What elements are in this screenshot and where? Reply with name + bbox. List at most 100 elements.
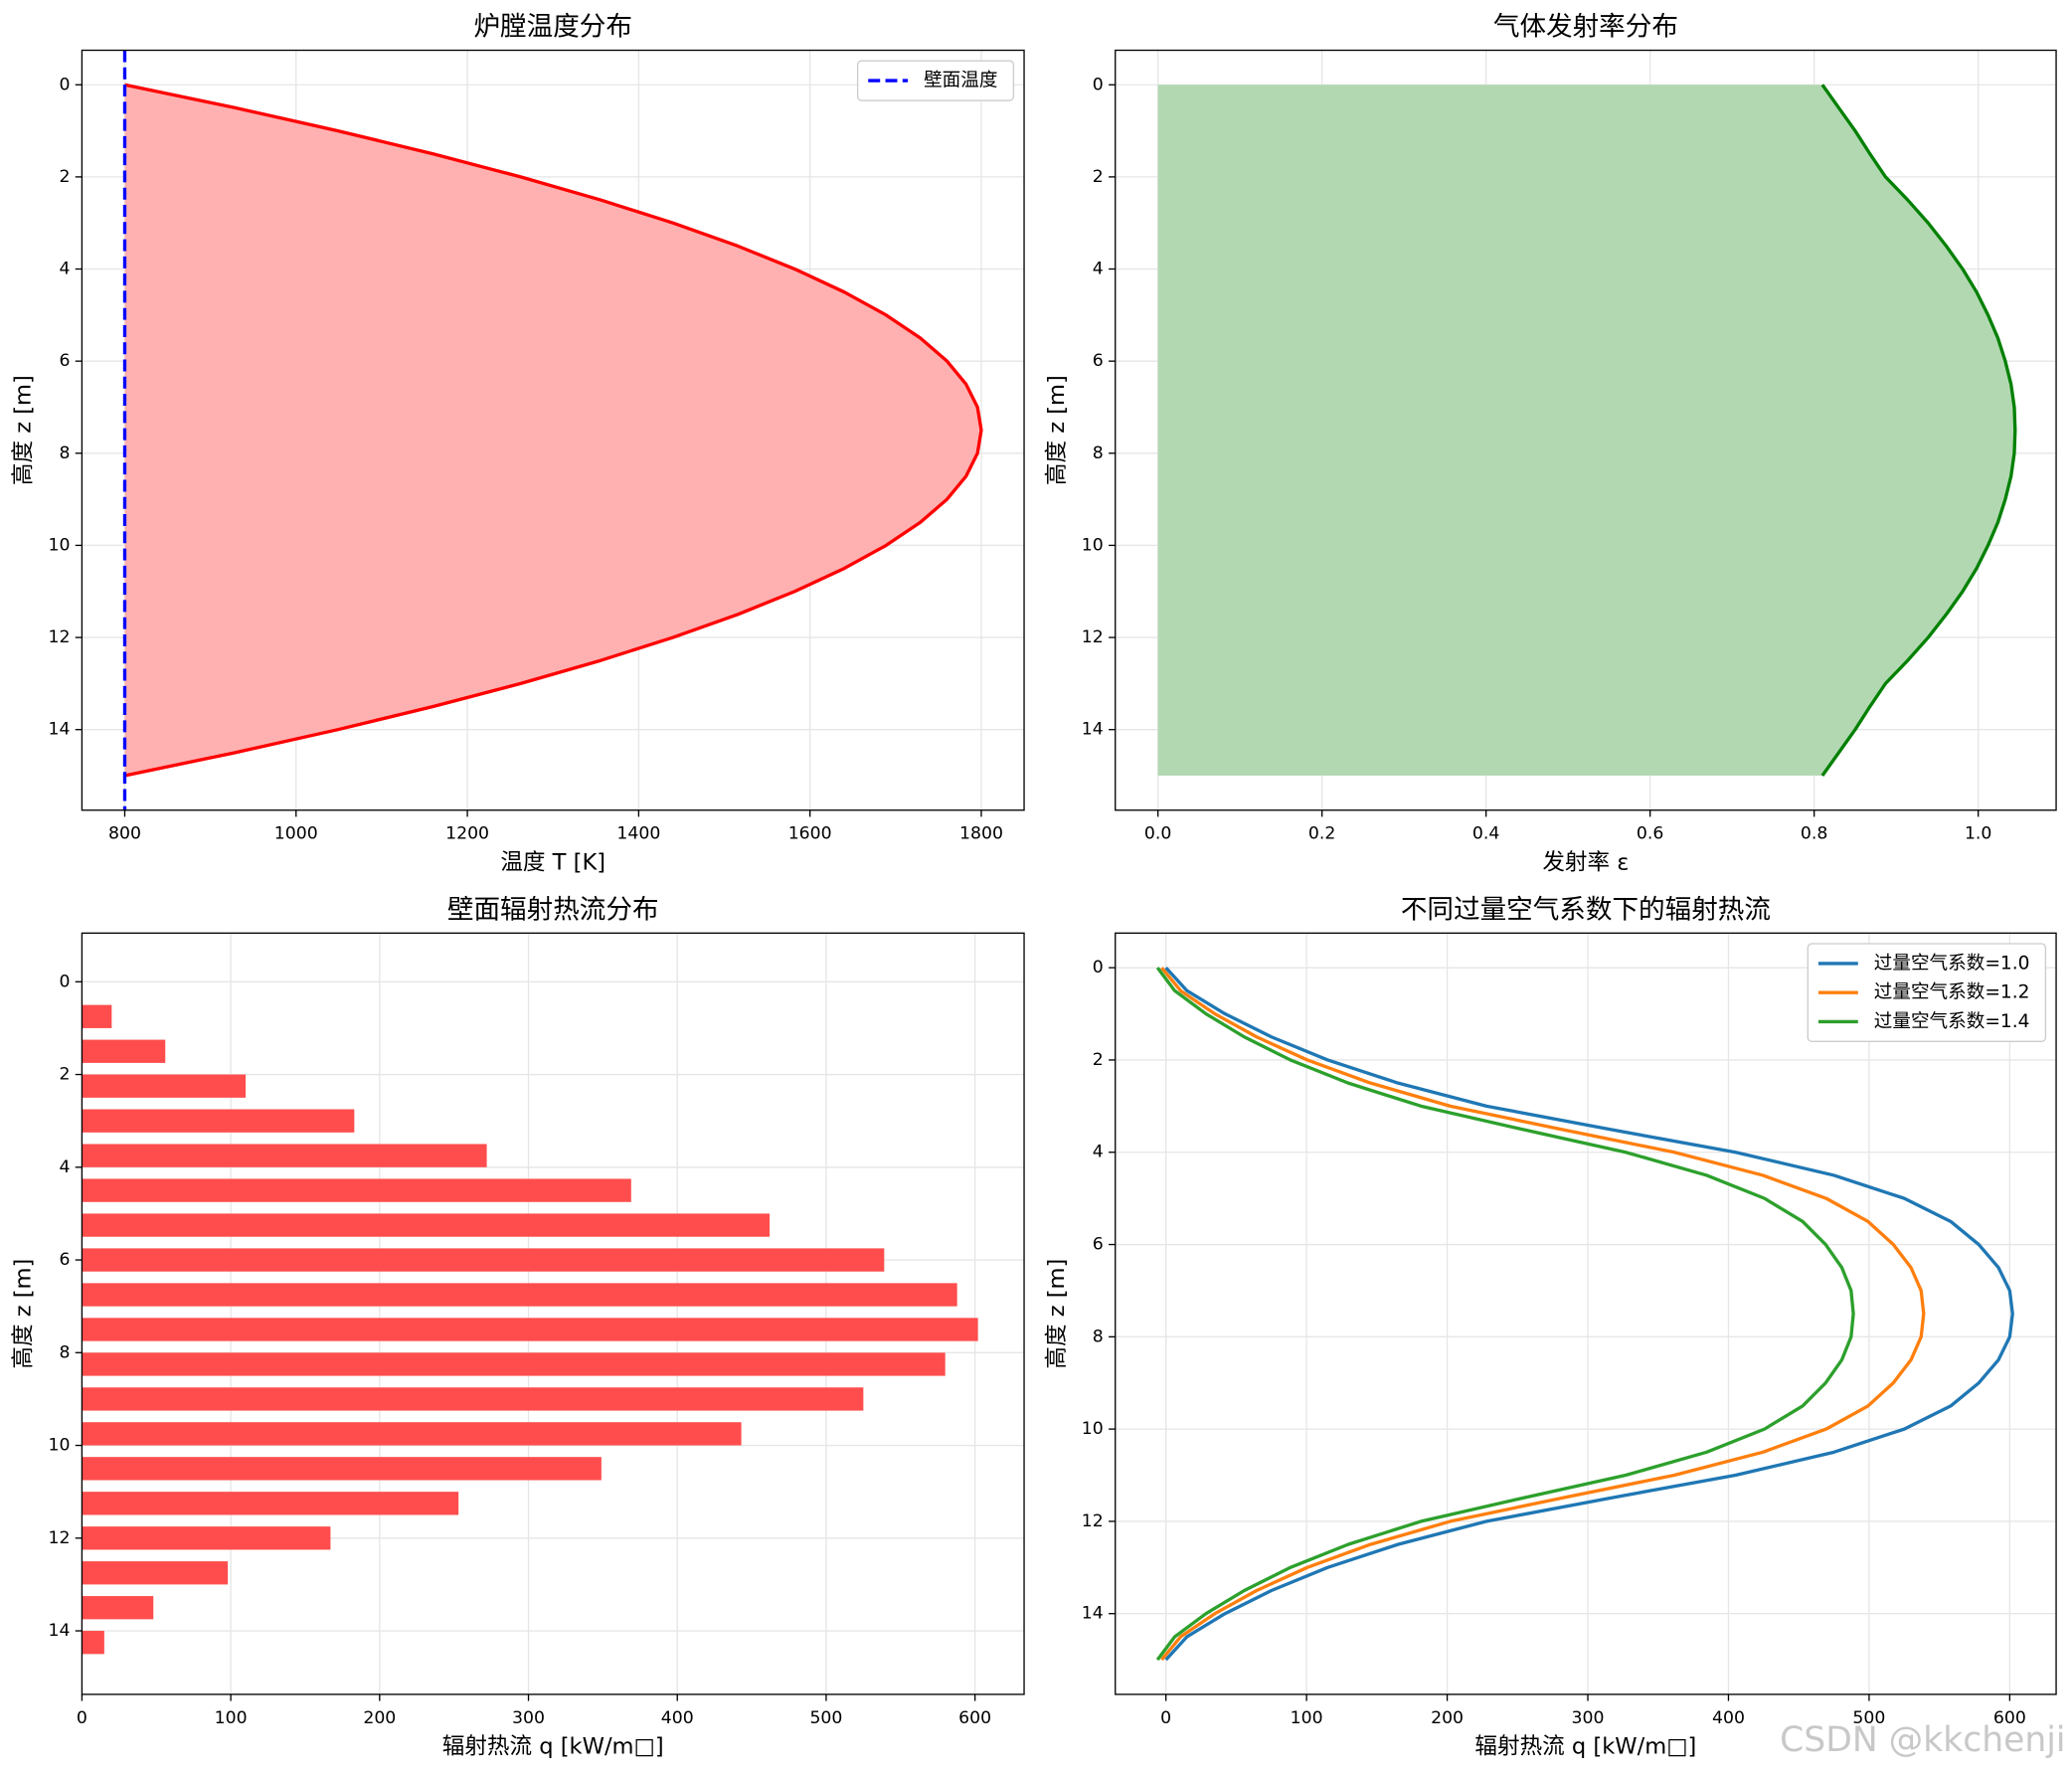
- x-tick-label: 1200: [445, 824, 489, 844]
- bar: [82, 1109, 355, 1133]
- x-tick-label: 0.8: [1801, 824, 1827, 844]
- bar: [82, 1561, 229, 1585]
- y-tick-label: 10: [1082, 535, 1104, 555]
- legend-label: 过量空气系数=1.0: [1874, 953, 2030, 974]
- watermark: CSDN @kkchenji: [1780, 1720, 2065, 1760]
- y-tick-label: 6: [1093, 351, 1104, 371]
- y-tick-label: 0: [59, 972, 70, 991]
- y-tick-label: 14: [1082, 1604, 1104, 1624]
- y-axis-label: 高度 z [m]: [1044, 375, 1070, 485]
- x-tick-label: 1000: [274, 824, 318, 844]
- bar: [82, 1387, 864, 1411]
- y-tick-label: 12: [48, 1528, 70, 1548]
- subplot: 0.0 0.2 0.4 0.6 0.8 1.0 0 2 4 6 8 10 12 14 气体发射率分布发射率 …: [1044, 11, 2057, 875]
- x-tick-label: 0.6: [1637, 824, 1663, 844]
- y-tick-label: 6: [59, 1250, 70, 1270]
- bar: [82, 1144, 487, 1167]
- bar: [82, 1422, 742, 1446]
- subplot: 0 100 200 300 400 500 600 0 2 4 6 8 10 12 14 不同过量空气系数下的…: [1044, 894, 2057, 1760]
- x-tick-label: 800: [108, 824, 141, 844]
- series-line: [124, 83, 983, 778]
- x-axis-label: 发射率 ε: [1542, 849, 1629, 875]
- x-tick-label: 1600: [788, 824, 832, 844]
- bar: [82, 1318, 978, 1341]
- y-tick-label: 2: [1093, 167, 1104, 187]
- fill-area: [1157, 85, 2015, 777]
- x-tick-label: 100: [215, 1708, 248, 1728]
- bar: [82, 1596, 154, 1620]
- x-tick-label: 200: [363, 1708, 396, 1728]
- y-tick-label: 14: [48, 1621, 70, 1641]
- x-tick-label: 0.2: [1308, 824, 1335, 844]
- chart-title: 气体发射率分布: [1493, 11, 1678, 42]
- y-tick-label: 4: [1093, 1143, 1104, 1162]
- x-tick-label: 600: [1993, 1708, 2026, 1728]
- series-line: [1164, 967, 2014, 1662]
- y-axis-label: 高度 z [m]: [1044, 1259, 1070, 1369]
- x-axis-label: 辐射热流 q [kW/m□]: [1474, 1734, 1696, 1760]
- chart-title: 炉膛温度分布: [473, 11, 631, 42]
- bar: [82, 1039, 166, 1063]
- y-tick-label: 4: [59, 260, 70, 279]
- y-tick-label: 4: [1093, 260, 1104, 279]
- y-tick-label: 12: [48, 627, 70, 647]
- bar: [82, 1352, 946, 1376]
- bar: [82, 1074, 247, 1098]
- y-tick-label: 4: [59, 1157, 70, 1177]
- y-axis-label: 高度 z [m]: [10, 1259, 36, 1369]
- axes-frame: [1115, 49, 2057, 811]
- legend-box: [856, 60, 1015, 101]
- y-tick-label: 0: [1093, 75, 1104, 94]
- series-line: [1160, 967, 1926, 1662]
- bar: [82, 1631, 104, 1655]
- legend-label: 过量空气系数=1.4: [1874, 1011, 2030, 1032]
- x-tick-label: 0.4: [1472, 824, 1499, 844]
- axes-frame: [81, 932, 1025, 1695]
- legend: 过量空气系数=1.0 过量空气系数=1.2 过量空气系数=1.4: [1807, 943, 2047, 1043]
- x-tick-label: 1800: [959, 824, 1003, 844]
- x-axis-label: 温度 T [K]: [500, 849, 605, 875]
- x-tick-label: 0: [77, 1708, 87, 1728]
- y-tick-label: 14: [1082, 720, 1104, 740]
- bar: [82, 1283, 957, 1307]
- x-tick-label: 300: [1572, 1708, 1605, 1728]
- y-tick-label: 12: [1082, 1511, 1104, 1531]
- y-tick-label: 10: [48, 535, 70, 555]
- y-tick-label: 2: [59, 1065, 70, 1085]
- y-tick-label: 8: [59, 444, 70, 463]
- x-tick-label: 0: [1160, 1708, 1171, 1728]
- x-tick-label: 300: [512, 1708, 545, 1728]
- legend-label: 过量空气系数=1.2: [1874, 982, 2030, 1003]
- y-tick-label: 8: [1093, 1327, 1104, 1346]
- axes-frame: [1115, 932, 2057, 1695]
- x-axis-label: 辐射热流 q [kW/m□]: [442, 1734, 664, 1760]
- bar: [82, 1178, 631, 1202]
- bar: [82, 1004, 112, 1028]
- bar: [82, 1492, 459, 1515]
- legend: 壁面温度: [856, 60, 1015, 101]
- axes-frame: [81, 49, 1025, 811]
- y-tick-label: 8: [59, 1342, 70, 1362]
- y-tick-label: 0: [59, 75, 70, 94]
- y-tick-label: 6: [59, 351, 70, 371]
- y-tick-label: 2: [1093, 1050, 1104, 1070]
- y-tick-label: 10: [48, 1436, 70, 1456]
- x-tick-label: 400: [661, 1708, 694, 1728]
- x-tick-label: 500: [1852, 1708, 1885, 1728]
- subplot: 800 1000 1200 1400 1600 1800 0 2 4 6 8 10 12 14 炉膛温度分布…: [10, 11, 1025, 875]
- legend-box: [1807, 943, 2047, 1043]
- subplot: 0 100 200 300 400 500 600 0 2 4 6 8 10 12 14 壁面辐射热流分布辐射…: [10, 894, 1025, 1760]
- x-tick-label: 0.0: [1144, 824, 1171, 844]
- y-axis-label: 高度 z [m]: [10, 375, 36, 485]
- chart-title: 壁面辐射热流分布: [447, 894, 659, 925]
- y-tick-label: 6: [1093, 1235, 1104, 1255]
- chart-title: 不同过量空气系数下的辐射热流: [1401, 894, 1771, 925]
- x-tick-label: 1.0: [1965, 824, 1991, 844]
- y-tick-label: 10: [1082, 1419, 1104, 1439]
- bar: [82, 1248, 885, 1272]
- legend-label: 壁面温度: [924, 71, 997, 91]
- bar: [82, 1526, 331, 1550]
- y-tick-label: 14: [48, 720, 70, 740]
- y-tick-label: 2: [59, 167, 70, 187]
- y-tick-label: 0: [1093, 958, 1104, 977]
